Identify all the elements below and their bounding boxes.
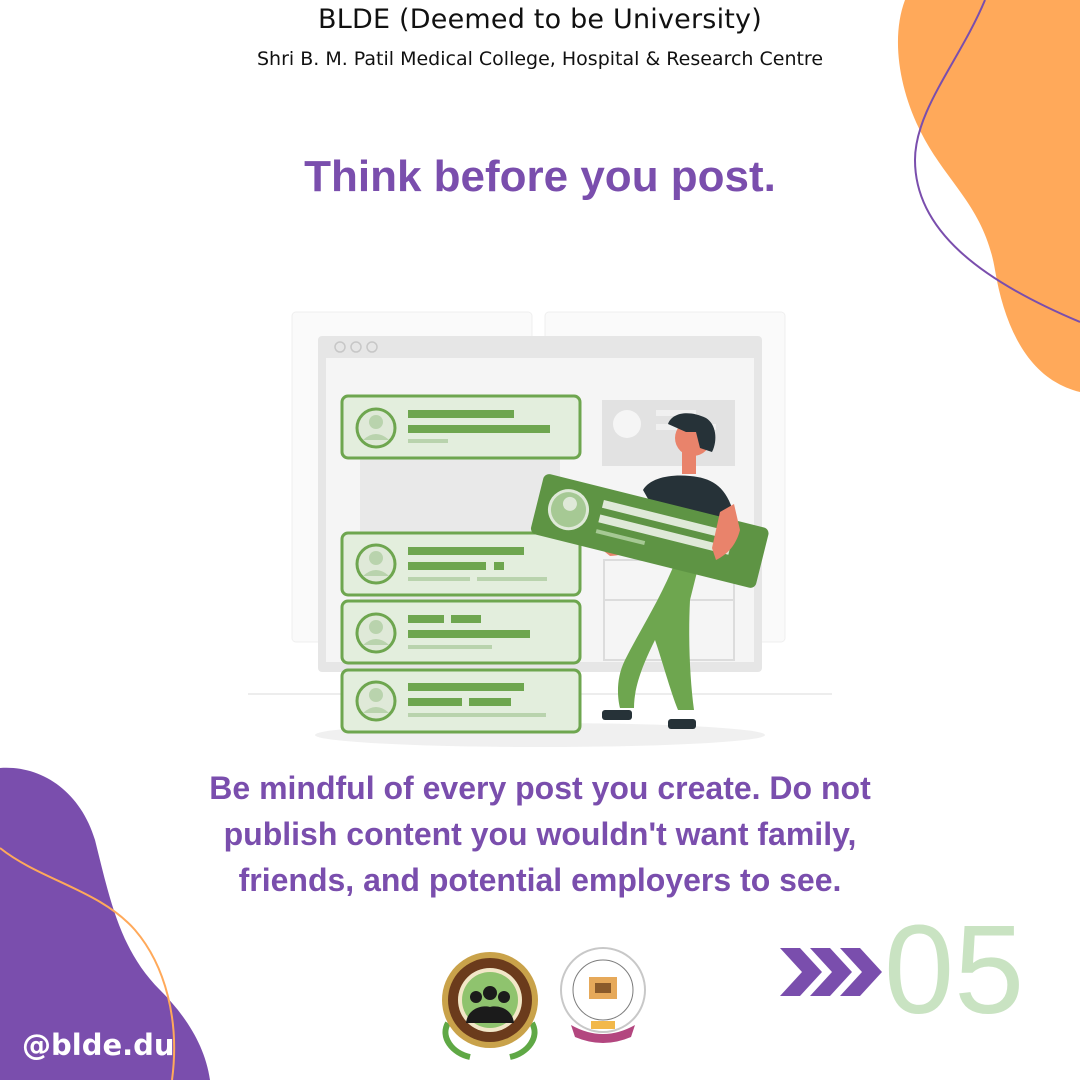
page-title: Think before you post.	[304, 152, 776, 201]
body-line: friends, and potential employers to see.	[238, 862, 842, 898]
chevron-arrows-icon	[780, 948, 882, 996]
college-name: Shri B. M. Patil Medical College, Hospit…	[256, 48, 824, 70]
orange-curve-line	[0, 847, 176, 1080]
purple-blob	[0, 767, 210, 1080]
social-handle: @blde.du	[22, 1028, 175, 1062]
body-line: publish content you wouldn't want family…	[223, 816, 857, 852]
body-line: Be mindful of every post you create. Do …	[209, 770, 871, 806]
medical-college-emblem	[560, 947, 646, 1043]
orange-blob	[897, 0, 1080, 392]
post-card	[340, 531, 582, 597]
post-card	[340, 668, 582, 734]
held-post-card	[530, 474, 769, 588]
university-name: BLDE (Deemed to be University)	[318, 4, 762, 35]
purple-curve-line	[913, 0, 1080, 323]
slide-number: 05	[884, 899, 1025, 1040]
body-paragraph: Be mindful of every post you create. Do …	[150, 765, 930, 903]
post-card	[340, 394, 582, 460]
post-card	[340, 599, 582, 665]
blde-university-logo	[442, 952, 538, 1060]
